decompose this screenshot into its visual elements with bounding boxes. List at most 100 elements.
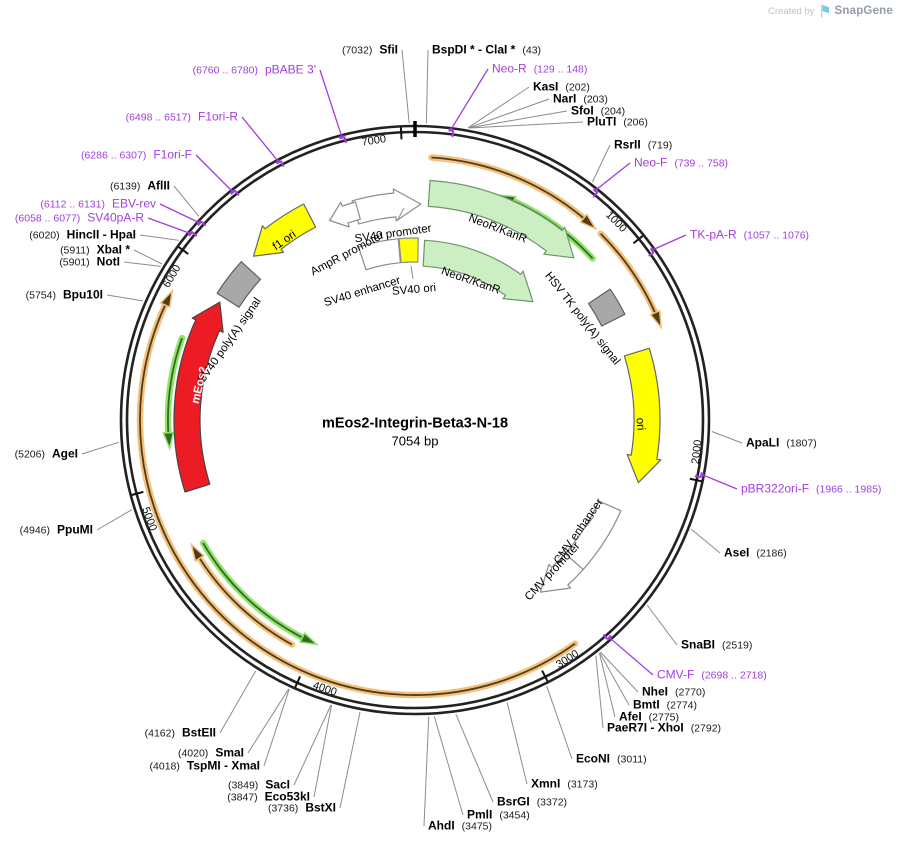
feature-label-sv40-ori[interactable]: SV40 ori [392, 282, 437, 298]
feature-neor-kanr[interactable] [427, 179, 575, 259]
enzyme-label-xmni[interactable]: XmnI (3173) [531, 777, 598, 792]
enzyme-label-afei[interactable]: AfeI (2775) [619, 710, 679, 725]
feature-ori[interactable] [623, 347, 662, 484]
primer-tick-neo-r[interactable] [448, 128, 454, 132]
primer-label-pbr322ori-f[interactable]: pBR322ori-F (1966 .. 1985) [741, 482, 881, 497]
feature-label-ori[interactable]: ori [633, 417, 646, 431]
enzyme-label-sfoi[interactable]: SfoI (204) [571, 104, 625, 119]
enzyme-label-bspdi-clai[interactable]: BspDI * - ClaI * (43) [432, 43, 541, 58]
enzyme-label-bpu10i[interactable]: (5754) Bpu10I [26, 288, 103, 303]
leader-line-kasi [467, 86, 530, 129]
site-name: NarI [553, 91, 577, 106]
enzyme-label-snabi[interactable]: SnaBI (2519) [681, 638, 752, 653]
plasmid-title-block: mEos2-Integrin-Beta3-N-18 7054 bp [322, 416, 508, 449]
feature-sv40-ori[interactable] [398, 237, 419, 264]
feature-label-sv40-enhancer[interactable]: SV40 enhancer [323, 275, 402, 310]
site-position: (43) [522, 44, 542, 57]
snapgene-logo-icon [820, 4, 829, 18]
feature-f1-ori[interactable] [252, 203, 317, 257]
feature-neor-kanr[interactable] [422, 239, 534, 303]
site-name: KasI [533, 79, 559, 94]
enzyme-label-smai[interactable]: (4020) SmaI [178, 746, 244, 761]
feature-meos2[interactable] [173, 301, 224, 493]
site-name: EBV-rev [111, 196, 156, 211]
enzyme-label-tspmi-xmai[interactable]: (4018) TspMI - XmaI [150, 759, 260, 774]
feature-label-connector-2 [584, 515, 595, 529]
leader-line-tk-pa-r [652, 234, 687, 251]
enzyme-label-apali[interactable]: ApaLI (1807) [746, 436, 817, 451]
site-position: (3173) [567, 778, 598, 791]
primer-tick-stub-cmv-f [602, 633, 609, 641]
site-name: NotI [96, 254, 120, 269]
site-name: AflII [147, 178, 170, 193]
scale-label-2000: 2000 [690, 439, 705, 465]
leader-line-bsrgi [455, 713, 494, 803]
enzyme-label-xbai[interactable]: (5911) XbaI * [60, 243, 130, 258]
primer-label-neo-f[interactable]: Neo-F (739 .. 758) [634, 156, 728, 171]
enzyme-label-pluti[interactable]: PluTI (206) [587, 115, 648, 130]
leader-line-neo-f [595, 162, 631, 191]
enzyme-label-eco53ki[interactable]: (3847) Eco53kI [227, 790, 310, 805]
site-name: BstXI [305, 800, 336, 815]
enzyme-label-econi[interactable]: EcoNI (3011) [576, 752, 647, 767]
site-name: CMV-F [657, 667, 695, 682]
site-name: EcoNI [576, 751, 611, 766]
enzyme-label-saci[interactable]: (3849) SacI [228, 778, 290, 793]
primer-label-pbabe-3[interactable]: (6760 .. 6780) pBABE 3' [193, 63, 316, 78]
orf-arc-core-6 [202, 542, 303, 639]
enzyme-label-hincii-hpai[interactable]: (6020) HincII - HpaI [29, 228, 136, 243]
primer-label-f1ori-f[interactable]: (6286 .. 6307) F1ori-F [81, 148, 192, 163]
enzyme-label-ahdi[interactable]: AhdI (3475) [428, 819, 492, 834]
enzyme-label-bsteii[interactable]: (4162) BstEII [145, 726, 216, 741]
site-position: (202) [565, 81, 590, 94]
site-position: (3736) [267, 802, 299, 815]
feature-label-connector-0 [396, 207, 405, 222]
enzyme-label-nhei[interactable]: NheI (2770) [642, 685, 705, 700]
primer-label-ebv-rev[interactable]: (6112 .. 6131) EBV-rev [40, 197, 156, 212]
leader-line-nari [468, 98, 550, 129]
primer-label-neo-r[interactable]: Neo-R (129 .. 148) [492, 62, 587, 77]
site-name: AseI [724, 545, 750, 560]
leader-line-pmli [433, 716, 464, 816]
primer-tick-ebv-rev[interactable] [196, 220, 203, 226]
feature-label-connector-3 [557, 544, 569, 559]
enzyme-label-pmli[interactable]: PmlI (3454) [467, 808, 530, 823]
enzyme-label-asei[interactable]: AseI (2186) [724, 546, 787, 561]
orf-arrowhead-2 [159, 288, 174, 309]
feature-sv40-poly-a-signal[interactable] [216, 261, 262, 308]
primer-label-sv40pa-r[interactable]: (6058 .. 6077) SV40pA-R [15, 211, 144, 226]
feature-sv40-promoter[interactable] [351, 188, 422, 225]
enzyme-label-sfii[interactable]: (7032) SfiI [342, 43, 398, 58]
site-position: (204) [600, 105, 626, 118]
site-position: (6112 .. 6131) [40, 198, 105, 211]
enzyme-label-aflii[interactable]: (6139) AflII [110, 179, 170, 194]
feature-hsv-tk-poly-a-signal[interactable] [588, 288, 626, 327]
enzyme-label-bmti[interactable]: BmtI (2774) [633, 698, 697, 713]
enzyme-label-kasi[interactable]: KasI (202) [533, 80, 590, 95]
primer-tick-f1ori-f[interactable] [229, 189, 236, 195]
enzyme-label-rsrii[interactable]: RsrII (719) [614, 138, 672, 153]
enzyme-label-nari[interactable]: NarI (203) [553, 92, 608, 107]
enzyme-label-paer7i-xhoi[interactable]: PaeR7I - XhoI (2792) [607, 721, 721, 736]
primer-label-tk-pa-r[interactable]: TK-pA-R (1057 .. 1076) [690, 228, 809, 243]
primer-label-cmv-f[interactable]: CMV-F (2698 .. 2718) [657, 668, 767, 683]
leader-line-pbabe-3 [319, 69, 343, 138]
site-position: (4020) [177, 747, 209, 760]
primer-tick-stub-pbr322ori-f [694, 474, 702, 479]
primer-tick-stub-f1ori-r [279, 160, 285, 168]
enzyme-label-ppumi[interactable]: (4946) PpuMI [20, 523, 93, 538]
leader-line-f1ori-f [195, 154, 233, 192]
enzyme-label-noti[interactable]: (5901) NotI [59, 255, 120, 270]
primer-label-f1ori-r[interactable]: (6498 .. 6517) F1ori-R [126, 110, 238, 125]
scale-tick-7000 [399, 127, 403, 140]
enzyme-label-bsrgi[interactable]: BsrGI (3372) [497, 795, 567, 810]
leader-line-apali [711, 431, 743, 444]
enzyme-label-bstxi[interactable]: (3736) BstXI [268, 801, 336, 816]
feature-sv40-enhancer[interactable] [358, 238, 401, 271]
leader-line-f1ori-r [241, 116, 279, 162]
primer-tick-cmv-f[interactable] [606, 634, 613, 641]
site-position: (3849) [227, 779, 259, 792]
enzyme-label-agei[interactable]: (5206) AgeI [15, 447, 78, 462]
feature-ampr-promoter[interactable] [329, 201, 361, 228]
feature-cmv-promoter[interactable] [539, 553, 584, 593]
